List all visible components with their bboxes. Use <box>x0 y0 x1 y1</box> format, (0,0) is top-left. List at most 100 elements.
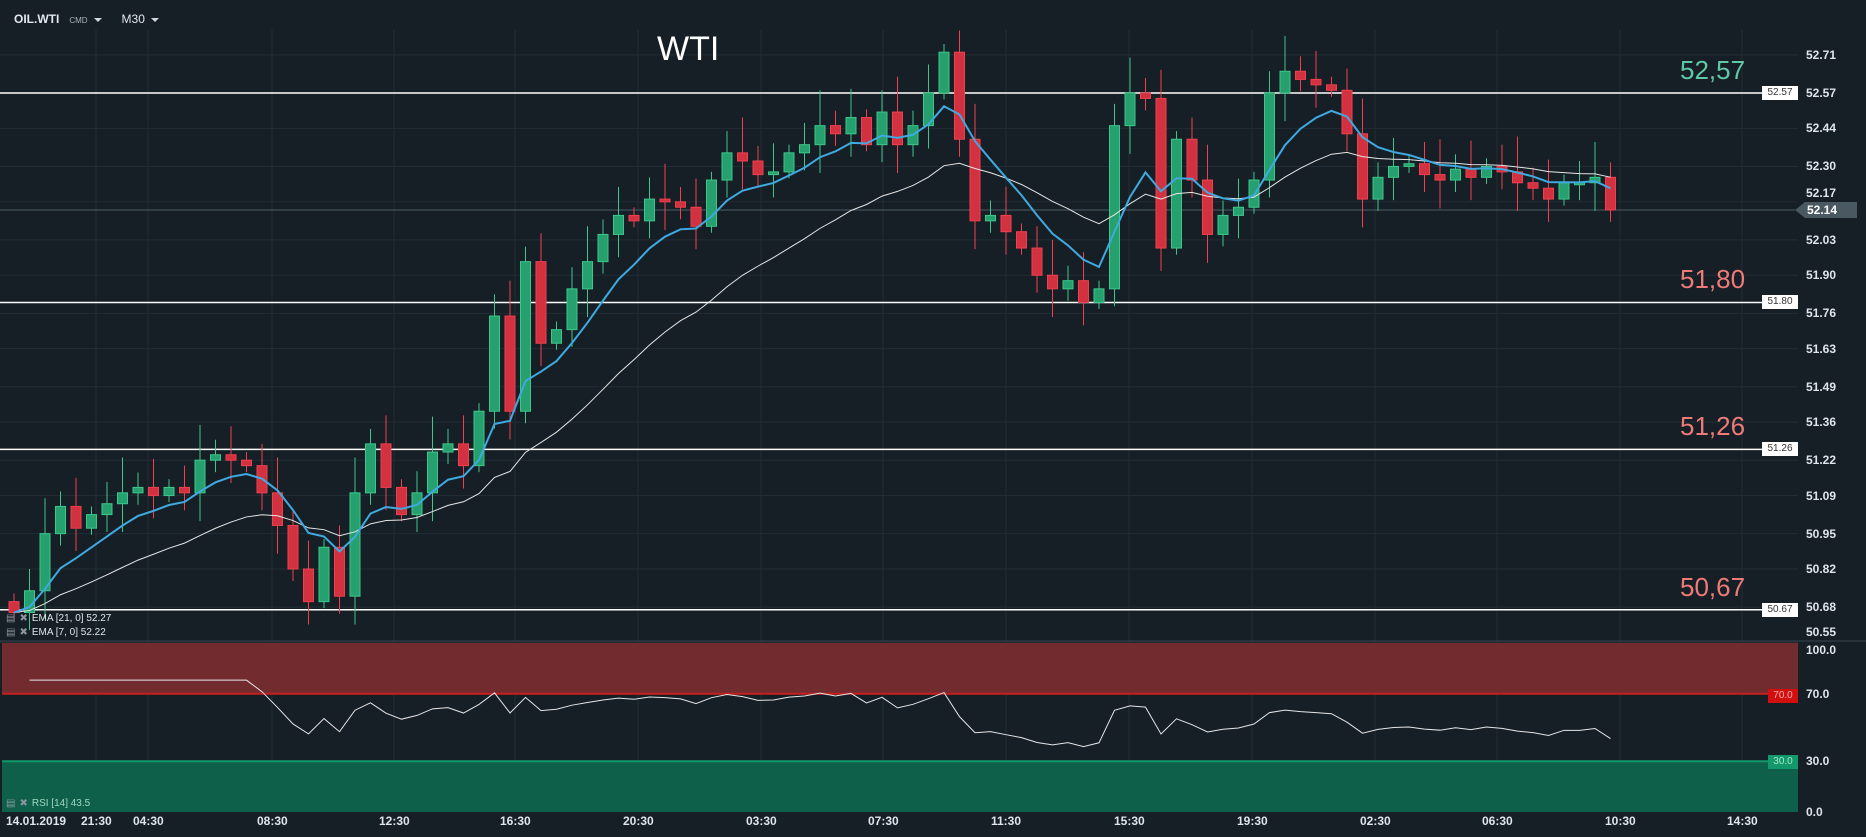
candle-up <box>1109 125 1120 290</box>
candle-up <box>318 546 330 603</box>
candle-up <box>597 233 609 263</box>
candle-up <box>1481 165 1492 178</box>
candle-up <box>1372 176 1384 200</box>
legend-ema21-text: EMA [21, 0] 52.27 <box>31 613 112 624</box>
candle-down <box>458 443 469 467</box>
candle-down <box>954 51 965 140</box>
legend-ema7-text: EMA [7, 0] 52.22 <box>31 627 106 638</box>
candle-down <box>535 261 547 344</box>
candle-up <box>721 152 733 181</box>
candle-down <box>1031 247 1043 276</box>
time-axis-tick: 19:30 <box>1237 814 1268 828</box>
candle-down <box>861 116 872 146</box>
candle-down <box>969 138 981 222</box>
time-axis-tick: 20:30 <box>623 814 654 828</box>
candle-up <box>365 443 376 494</box>
settings-icon[interactable]: ▤ <box>6 798 16 809</box>
candle-up <box>194 459 206 494</box>
time-axis-tick: 04:30 <box>133 814 164 828</box>
candle-down <box>830 125 841 135</box>
candle-down <box>1434 174 1446 181</box>
candle-up <box>163 486 175 497</box>
price-axis-tick: 50.95 <box>1806 526 1837 541</box>
candle-down <box>70 505 82 529</box>
candle-up <box>814 125 826 146</box>
candle-up <box>1388 165 1399 178</box>
price-axis-tick: 51.90 <box>1806 268 1837 283</box>
candle-down <box>1295 70 1306 80</box>
legend-rsi-text: RSI [14] 43.5 <box>31 798 91 809</box>
time-axis-tick: 14:30 <box>1727 814 1758 828</box>
level-annotation: 50,67 <box>1680 571 1746 602</box>
legend-ema7[interactable]: ▤ ✖ EMA [7, 0] 52.22 <box>6 627 106 639</box>
candle-down <box>1605 176 1616 211</box>
candle-down <box>1465 168 1477 178</box>
ema7-line <box>13 105 1611 614</box>
candle-down <box>675 201 686 208</box>
candle-down <box>334 546 345 597</box>
time-axis-tick: 15:30 <box>1114 814 1145 828</box>
level-price-box[interactable]: 52.57 <box>1762 86 1798 100</box>
candle-down <box>148 486 159 497</box>
candle-up <box>845 116 857 135</box>
type-label: CMD <box>69 16 88 25</box>
settings-icon[interactable]: ▤ <box>6 613 16 624</box>
candle-up <box>923 92 934 127</box>
rsi-axis-tick: 0.0 <box>1806 805 1823 819</box>
candle-down <box>1310 78 1322 86</box>
candle-up <box>1264 92 1275 181</box>
level-price-box[interactable]: 51.80 <box>1762 295 1798 310</box>
ema21-line <box>13 151 1611 614</box>
rsi-overbought-zone <box>2 643 1798 694</box>
legend-rsi[interactable]: ▤ ✖ RSI [14] 43.5 <box>6 798 90 810</box>
type-dropdown[interactable]: CMD <box>69 12 102 26</box>
candle-up <box>1450 168 1461 181</box>
close-icon[interactable]: ✖ <box>19 798 28 809</box>
price-axis-tick: 52.03 <box>1806 232 1837 247</box>
candle-down <box>659 198 671 203</box>
candle-down <box>1341 89 1353 135</box>
candle-down <box>225 454 237 461</box>
timeframe-dropdown[interactable]: M30 <box>122 12 159 26</box>
rsi-lower-label: 30.0 <box>1768 755 1798 769</box>
level-price-box[interactable]: 50.67 <box>1762 602 1798 617</box>
close-icon[interactable]: ✖ <box>19 627 28 638</box>
candle-down <box>1078 280 1089 303</box>
time-axis-tick: 07:30 <box>868 814 899 828</box>
level-price-box[interactable]: 51.26 <box>1762 442 1798 457</box>
candle-up <box>938 51 950 94</box>
price-axis-tick: 51.36 <box>1806 415 1837 430</box>
candle-down <box>1140 92 1151 99</box>
candle-up <box>551 329 562 344</box>
price-axis-tick: 50.55 <box>1806 625 1837 639</box>
candle-down <box>179 486 190 494</box>
symbol-selector[interactable]: OIL.WTI <box>14 12 60 26</box>
candle-down <box>892 111 903 146</box>
price-axis-tick: 52.30 <box>1806 159 1837 174</box>
candle-down <box>1527 182 1539 189</box>
legend-ema21[interactable]: ▤ ✖ EMA [21, 0] 52.27 <box>6 613 111 625</box>
price-axis-tick: 51.09 <box>1806 488 1837 503</box>
price-axis-tick: 52.44 <box>1806 121 1837 136</box>
settings-icon[interactable]: ▤ <box>6 627 16 638</box>
time-axis-tick: 03:30 <box>746 814 777 828</box>
candle-down <box>1357 133 1368 200</box>
candle-down <box>752 160 764 176</box>
candle-up <box>706 179 717 227</box>
candle-up <box>39 533 51 592</box>
time-axis-tick: 08:30 <box>257 814 288 828</box>
rsi-line <box>29 679 1611 748</box>
symbol-toolbar: OIL.WTI CMD M30 <box>14 12 159 26</box>
close-icon[interactable]: ✖ <box>19 613 28 624</box>
candle-up <box>86 514 97 529</box>
candle-down <box>737 152 748 162</box>
candle-up <box>985 214 996 222</box>
level-annotation: 51,26 <box>1680 411 1746 442</box>
candle-down <box>628 214 640 222</box>
chevron-down-icon <box>150 17 159 22</box>
candle-down <box>272 492 283 526</box>
time-axis-tick: 16:30 <box>500 814 531 828</box>
candle-up <box>1093 288 1105 303</box>
timeframe-label: M30 <box>121 12 145 26</box>
